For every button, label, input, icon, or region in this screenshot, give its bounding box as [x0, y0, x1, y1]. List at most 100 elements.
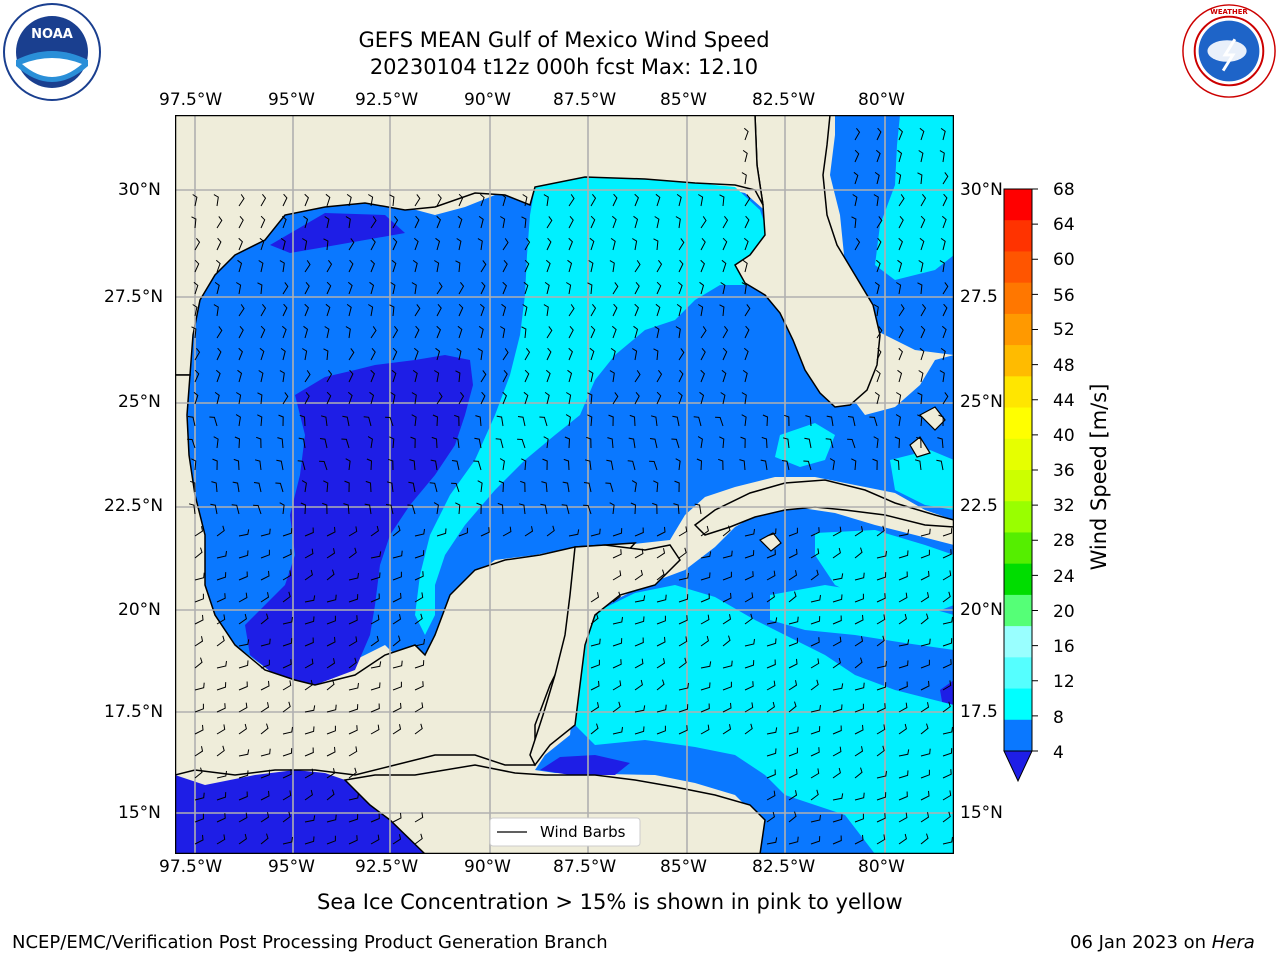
wind-barb [304, 789, 313, 801]
wind-barb [392, 525, 401, 537]
lon-label-top: 92.5°W [355, 90, 419, 110]
wind-barb [434, 370, 440, 383]
wind-barb [456, 348, 462, 361]
wind-barb [608, 414, 614, 427]
wind-barb [194, 636, 204, 647]
wind-barb [282, 549, 292, 559]
wind-barb [213, 194, 219, 207]
wind-barb [854, 547, 863, 559]
wind-barb [192, 194, 198, 207]
wind-barb [590, 723, 599, 735]
wind-barb [565, 414, 571, 427]
wind-barb [920, 748, 931, 757]
wind-barb [480, 281, 486, 295]
lon-label-bottom: 97.5°W [159, 857, 223, 877]
wind-barb [414, 571, 424, 581]
wind-barb [854, 526, 864, 537]
wind-barb [606, 459, 614, 471]
wind-barb [629, 414, 636, 427]
wind-barb [545, 259, 551, 273]
wind-barb [304, 391, 310, 405]
lat-label-left: 27.5°N [104, 287, 164, 307]
wind-barb [369, 391, 375, 405]
wind-barb [392, 614, 402, 625]
wind-barb [876, 660, 887, 669]
wind-barb [847, 416, 856, 427]
wind-barb [236, 282, 242, 295]
wind-barb [326, 704, 337, 713]
wind-barb [896, 392, 902, 405]
wind-barb [782, 437, 790, 449]
wind-barb [282, 769, 292, 779]
wind-barb [872, 458, 878, 471]
wind-barb [741, 282, 747, 295]
wind-barb [590, 702, 600, 713]
wind-barb [260, 833, 269, 845]
wind-barb [477, 238, 483, 251]
wind-barb [304, 836, 315, 845]
wind-barb [260, 638, 271, 647]
wind-barb [942, 570, 952, 581]
wind-barb [342, 415, 350, 427]
wind-barb [348, 814, 359, 823]
wind-barb [781, 460, 790, 471]
wind-barb [389, 194, 395, 207]
wind-barb [612, 392, 619, 405]
wind-barb [876, 347, 882, 361]
wind-barb [235, 414, 241, 427]
wind-barb [435, 347, 441, 361]
wind-barb [920, 702, 930, 713]
wind-barb [280, 347, 286, 361]
wind-barb [517, 416, 526, 427]
wind-barb [414, 833, 423, 845]
wind-barb [788, 548, 798, 559]
wind-barb [920, 659, 930, 669]
wind-barb [282, 303, 288, 317]
wind-barb [722, 215, 729, 229]
colorbar-extend-arrow [1003, 750, 1033, 783]
wind-barb [414, 812, 424, 823]
wind-barb [479, 303, 485, 317]
wind-barb [543, 436, 549, 449]
wind-barb [370, 572, 381, 581]
wind-barb [677, 391, 683, 405]
wind-barb [299, 414, 306, 427]
wind-barb [451, 482, 460, 493]
wind-barb [212, 458, 218, 471]
lat-label-right: 22.5 [960, 496, 998, 516]
wind-barb [766, 811, 775, 823]
wind-barb [568, 237, 573, 251]
wind-barb [744, 613, 753, 625]
wind-barb [587, 282, 593, 295]
florida-peninsula [734, 115, 881, 408]
cyan-region-caribbean-main [575, 585, 954, 854]
wind-barb [187, 416, 196, 427]
wind-barb [784, 414, 790, 427]
wind-barb [502, 391, 507, 405]
wind-barb [524, 237, 531, 251]
wind-barb [942, 811, 951, 823]
wind-barb [458, 527, 468, 537]
wind-barb [348, 704, 359, 713]
wind-barb [238, 833, 247, 845]
wind-barb [325, 193, 331, 207]
colorbar-segment [1004, 313, 1032, 346]
wind-speed-map: Wind Barbs [175, 115, 954, 854]
wind-barb [344, 480, 350, 493]
wind-barb [191, 216, 197, 229]
wind-barb [194, 657, 203, 669]
wind-barb [678, 704, 689, 713]
wind-barb [744, 660, 755, 669]
wind-barb [627, 460, 636, 471]
lon-label-bottom: 80°W [858, 857, 905, 877]
wind-barb [282, 836, 293, 845]
wind-barb [612, 528, 623, 537]
wind-barb [939, 150, 945, 163]
wind-barb [920, 193, 927, 207]
lat-label-left: 30°N [118, 180, 161, 200]
wind-barb [256, 436, 262, 449]
colorbar-segment [1004, 719, 1032, 752]
wind-barb [304, 726, 315, 735]
wind-barb [675, 216, 681, 229]
wind-barb [282, 701, 291, 713]
